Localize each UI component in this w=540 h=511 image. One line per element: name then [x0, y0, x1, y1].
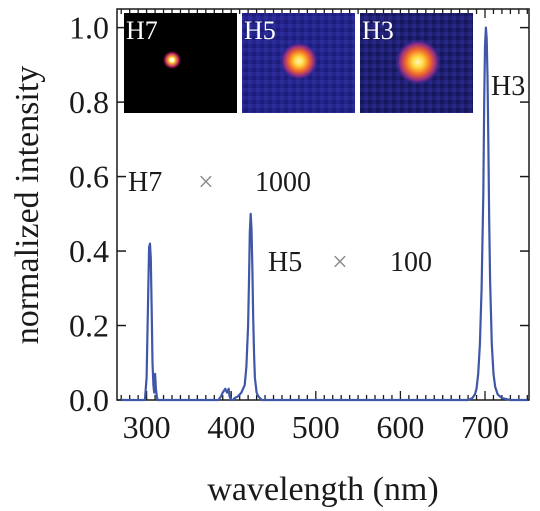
annotation-h7-label: H7 — [128, 167, 162, 198]
series-line — [121, 26, 528, 402]
x-tick-label: 300 — [123, 409, 171, 445]
y-tick-label: 0.4 — [69, 233, 109, 269]
x-tick-label: 400 — [207, 409, 255, 445]
x-tick-label: 700 — [461, 409, 509, 445]
annotation-h7-factor: 1000 — [255, 167, 311, 198]
inset-h3: H3 — [360, 13, 473, 113]
inset-images: H7 H5 H3 — [124, 13, 473, 113]
annotation-h3-label: H3 — [491, 71, 525, 102]
x-tick-label: 500 — [292, 409, 340, 445]
x-axis: 300 400 500 600 700 — [120, 9, 528, 445]
inset-h5: H5 — [242, 13, 355, 113]
y-tick-label: 0.0 — [69, 382, 109, 418]
y-axis-title: normalized intensity — [9, 66, 46, 345]
x-tick-label: 600 — [376, 409, 424, 445]
inset-h7: H7 — [124, 13, 237, 113]
y-tick-label: 1.0 — [69, 10, 109, 46]
annotation-h5-factor: 100 — [390, 247, 432, 278]
inset-label-h5: H5 — [244, 16, 276, 45]
y-axis: 0.0 0.2 0.4 0.6 0.8 1.0 — [69, 10, 529, 418]
annotation-h5-label: H5 — [268, 247, 302, 278]
y-tick-label: 0.8 — [69, 84, 109, 120]
inset-label-h3: H3 — [362, 16, 394, 45]
y-tick-label: 0.6 — [69, 159, 109, 195]
x-axis-title: wavelength (nm) — [207, 471, 438, 508]
annotation-h5-times: × — [332, 247, 348, 278]
inset-label-h7: H7 — [126, 16, 158, 45]
y-tick-label: 0.2 — [69, 308, 109, 344]
annotation-h7-times: × — [198, 167, 214, 198]
